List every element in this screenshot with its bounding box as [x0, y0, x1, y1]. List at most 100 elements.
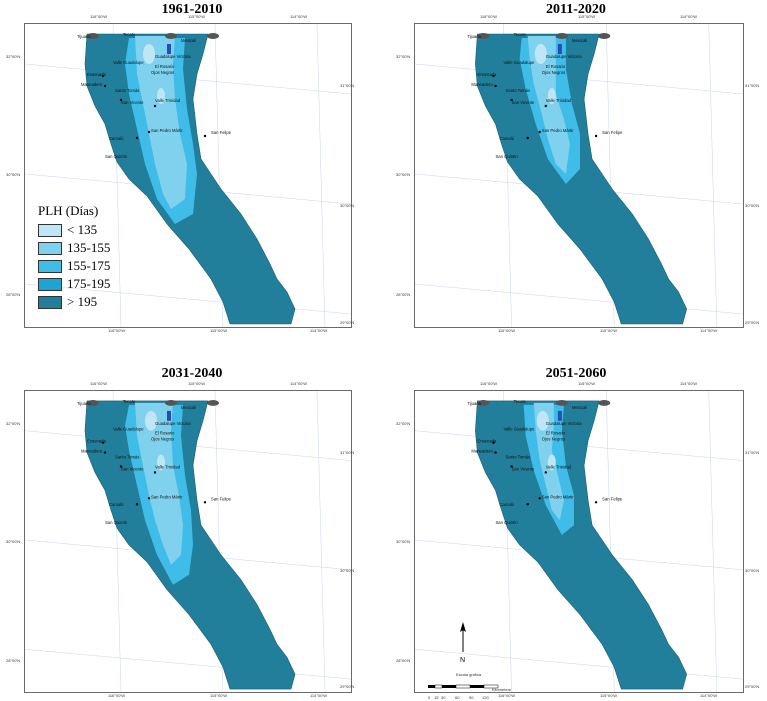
graticule-line — [25, 283, 351, 315]
place-label: Santo Tomás — [506, 455, 531, 460]
town-marker — [526, 503, 529, 506]
place-label: Valle Guadalupe — [504, 60, 536, 65]
scale-unit: Kilometers — [492, 687, 511, 692]
tick-top: 114°00'W — [680, 14, 697, 19]
panel-title-1: 1961-2010 — [161, 2, 223, 17]
tick-top: 114°00'W — [290, 14, 307, 19]
place-label: San Vicente — [121, 100, 144, 105]
tick-top: 116°00'W — [90, 381, 107, 386]
place-label: Mexicali — [181, 38, 196, 43]
map-legend: PLH (Días) < 135 135-155 155-175 175-195… — [38, 203, 128, 311]
tick-bottom: 116°00'W — [498, 693, 515, 698]
graticule-line — [25, 649, 351, 680]
place-label: Valle Trinidad — [155, 464, 181, 469]
graticule-line — [415, 283, 743, 315]
place-label: Ojos Negros — [542, 70, 565, 75]
town-marker — [594, 134, 598, 138]
town-marker — [526, 136, 529, 140]
town-marker — [119, 465, 123, 468]
tick-top: 115°00'W — [188, 381, 205, 386]
place-label: Ensenada — [477, 72, 497, 77]
tick-right: 30°00'N — [745, 568, 760, 573]
tick-left: 28°00'N — [6, 292, 21, 297]
place-label: El Rosario — [155, 64, 175, 69]
town-marker — [147, 130, 151, 134]
legend-swatch — [38, 295, 62, 309]
tick-right: 30°00'N — [745, 203, 760, 208]
graticule-line — [415, 649, 743, 680]
tick-top: 115°00'W — [188, 14, 205, 19]
legend-item: 175-195 — [38, 275, 128, 293]
town-marker — [544, 471, 548, 474]
scale-title: Escala gráfica — [456, 672, 482, 677]
tick-left: 32°00'N — [6, 421, 21, 426]
tick-bottom: 114°00'W — [700, 328, 717, 333]
tick-bottom: 114°00'W — [310, 328, 327, 333]
town-marker — [103, 451, 107, 454]
place-label: Maneadero — [81, 82, 103, 87]
zone-lt135 — [547, 454, 556, 471]
tick-right: 30°00'N — [340, 568, 355, 573]
place-label: Valle Guadalupe — [113, 60, 144, 65]
zone-lt135 — [143, 44, 155, 64]
place-label: El Rosario — [546, 431, 566, 436]
scale-tick: 30 — [441, 695, 446, 700]
tick-left: 30°00'N — [396, 172, 411, 177]
graticule-line — [708, 24, 718, 327]
town-marker — [147, 497, 151, 500]
map-frame-1961-2010: Tijuana Tecate Mexicali Guadalupe Victoria V… — [24, 23, 352, 328]
legend-swatch — [38, 241, 62, 255]
town-marker — [510, 465, 513, 468]
legend-label: 175-195 — [67, 276, 111, 291]
lake — [557, 44, 562, 54]
legend-swatch — [38, 259, 62, 273]
north-label: N — [460, 657, 465, 664]
place-label: Camalú — [500, 136, 515, 141]
zone-lt135 — [157, 454, 165, 471]
scale-tick: 60 — [455, 695, 460, 700]
graticule-line — [316, 24, 326, 327]
town-marker — [494, 84, 497, 88]
tick-bottom: 115°00'W — [600, 328, 617, 333]
legend-item: < 135 — [38, 221, 128, 239]
place-label: San Quintín — [105, 520, 128, 525]
town-marker — [135, 503, 139, 506]
town-marker — [492, 441, 495, 444]
map-frame-2051-2060: Tijuana Tecate Mexicali Guadalupe Victoria V… — [414, 390, 744, 693]
lake — [557, 410, 562, 421]
place-label: Tijuana — [467, 401, 481, 406]
place-label: Guadalupe Victoria — [155, 421, 191, 426]
urban-area — [165, 399, 177, 406]
place-label: San Pedro Mártir — [151, 494, 183, 499]
place-label: El Rosario — [546, 64, 566, 69]
tick-left: 30°00'N — [396, 539, 411, 544]
urban-area — [477, 33, 490, 39]
place-label: Valle Guadalupe — [504, 427, 536, 432]
town-marker — [203, 134, 207, 138]
town-marker — [494, 451, 497, 454]
tick-left: 28°00'N — [396, 292, 411, 297]
scale-tick: 15 — [434, 695, 439, 700]
zone-lt135 — [547, 88, 556, 104]
place-label: Maneadero — [81, 449, 103, 454]
zone-135-155 — [135, 402, 183, 565]
place-label: San Quintín — [495, 154, 518, 159]
place-label: Maneadero — [471, 82, 493, 87]
urban-area — [207, 399, 219, 406]
place-label: Valle Trinidad — [155, 98, 181, 103]
place-label: Camalú — [109, 136, 124, 141]
tick-bottom: 116°00'W — [498, 328, 515, 333]
place-label: Maneadero — [471, 449, 493, 454]
place-label: Guadalupe Victoria — [546, 421, 582, 426]
panel-title-4: 2051-2060 — [545, 366, 607, 381]
town-marker — [153, 104, 157, 108]
coastline — [475, 400, 687, 690]
tick-right: 30°00'N — [340, 203, 355, 208]
peninsula-region — [475, 400, 687, 690]
urban-area — [555, 33, 568, 39]
panel-title-2: 2011-2020 — [546, 2, 606, 17]
legend-item: > 195 — [38, 293, 128, 311]
map-svg: Tijuana Tecate Mexicali Guadalupe Victoria V… — [25, 391, 351, 692]
place-label: Tecate — [123, 399, 136, 404]
place-label: San Vicente — [512, 466, 535, 471]
